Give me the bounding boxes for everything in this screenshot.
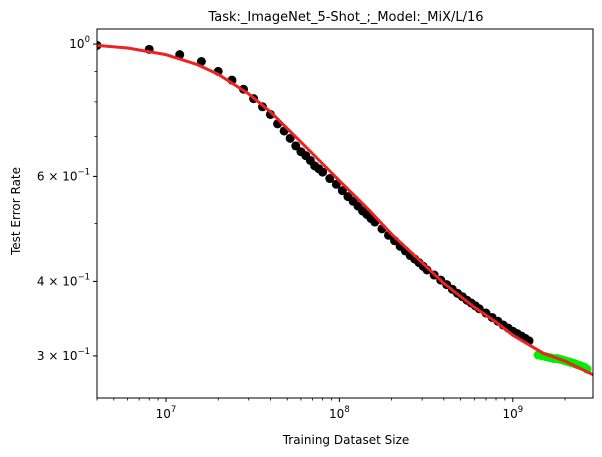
plot-frame (96, 28, 594, 399)
axes-frame (96, 28, 594, 399)
scatter-point-series-0 (196, 57, 206, 66)
chart-title: Task:_ImageNet_5-Shot_;_Model:_MiX/L/16 (207, 10, 483, 25)
scatter-point-series-0 (285, 133, 295, 143)
scatter-point-series-0 (318, 167, 328, 177)
y-tick-label: 3 × 10−1 (37, 347, 90, 363)
y-axis-label: Test Error Rate (9, 167, 23, 256)
x-tick-label: 107 (156, 405, 177, 421)
y-tick-label: 100 (69, 35, 90, 51)
fit-curve-line (97, 43, 593, 377)
scatter-point-series-0 (291, 141, 301, 151)
scatter-point-series-0 (325, 174, 335, 184)
axis-ticks: 107 108 109 100 6 × 10−1 4 × 10−1 3 × 10−1 (37, 35, 566, 421)
x-tick-label: 109 (502, 405, 523, 421)
x-tick-label: 108 (329, 405, 350, 421)
x-axis-label: Training Dataset Size (282, 433, 410, 447)
plot-area (97, 40, 593, 377)
scatter-point-series-0 (337, 186, 347, 196)
y-tick-label: 4 × 10−1 (37, 272, 90, 288)
y-tick-label: 6 × 10−1 (37, 167, 90, 183)
